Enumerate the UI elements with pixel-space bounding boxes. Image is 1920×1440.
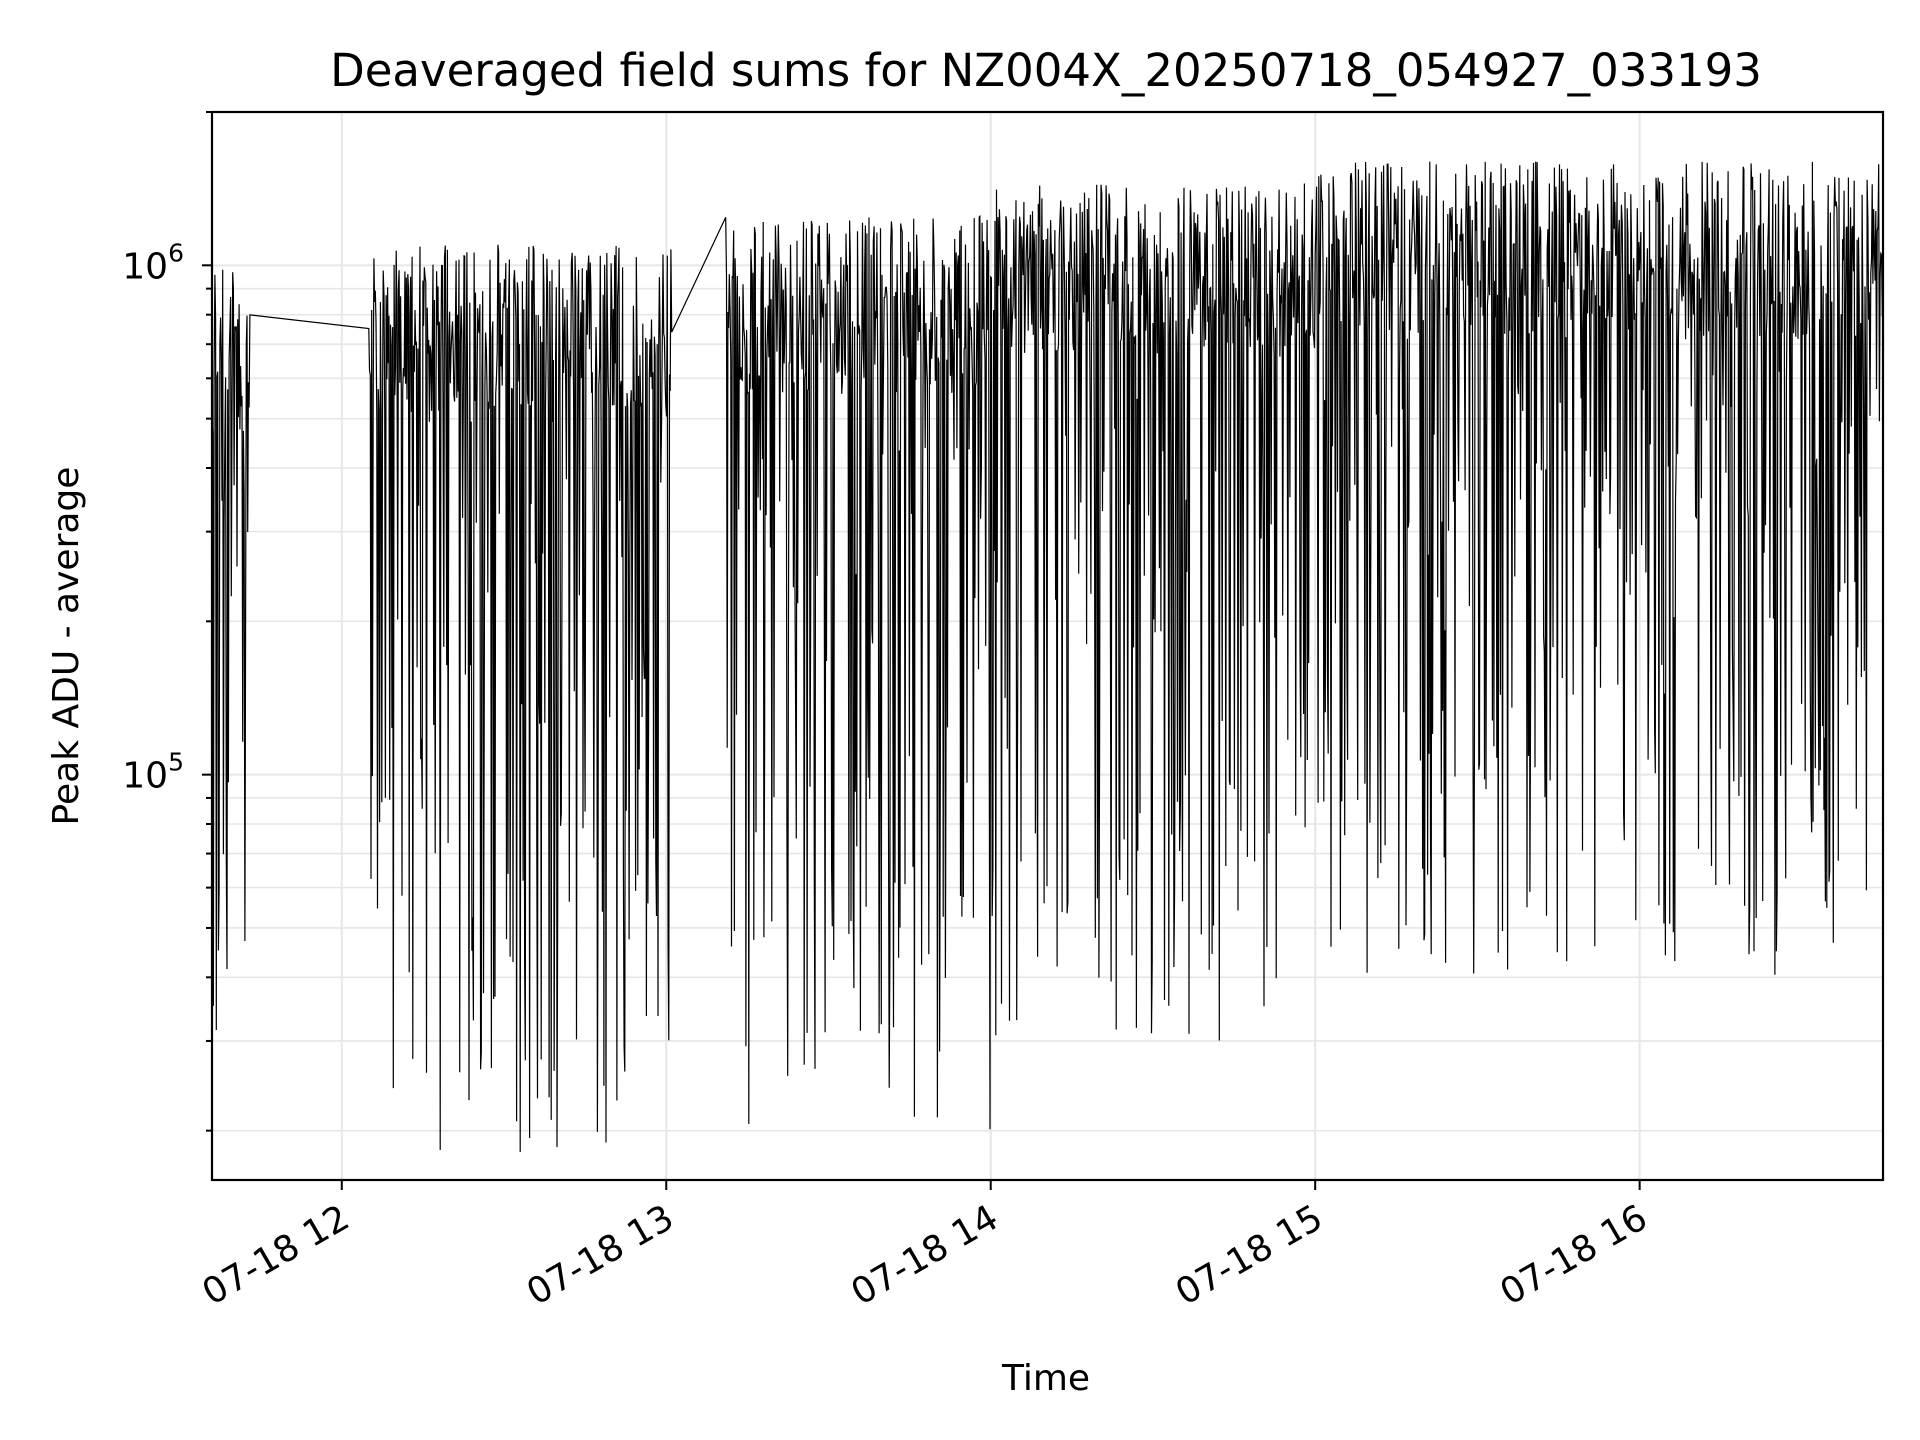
y-axis-ticks: 105 106 xyxy=(122,111,212,1132)
y-axis-label: Peak ADU - average xyxy=(46,467,87,826)
series-line xyxy=(211,161,1884,1153)
x-axis-label: Time xyxy=(1001,1358,1090,1399)
plot-frame xyxy=(210,110,1885,1182)
y-tick-label: 106 xyxy=(122,238,184,287)
y-tick-label: 105 xyxy=(122,748,184,797)
chart-title: Deaveraged field sums for NZ004X_2025071… xyxy=(330,44,1762,97)
